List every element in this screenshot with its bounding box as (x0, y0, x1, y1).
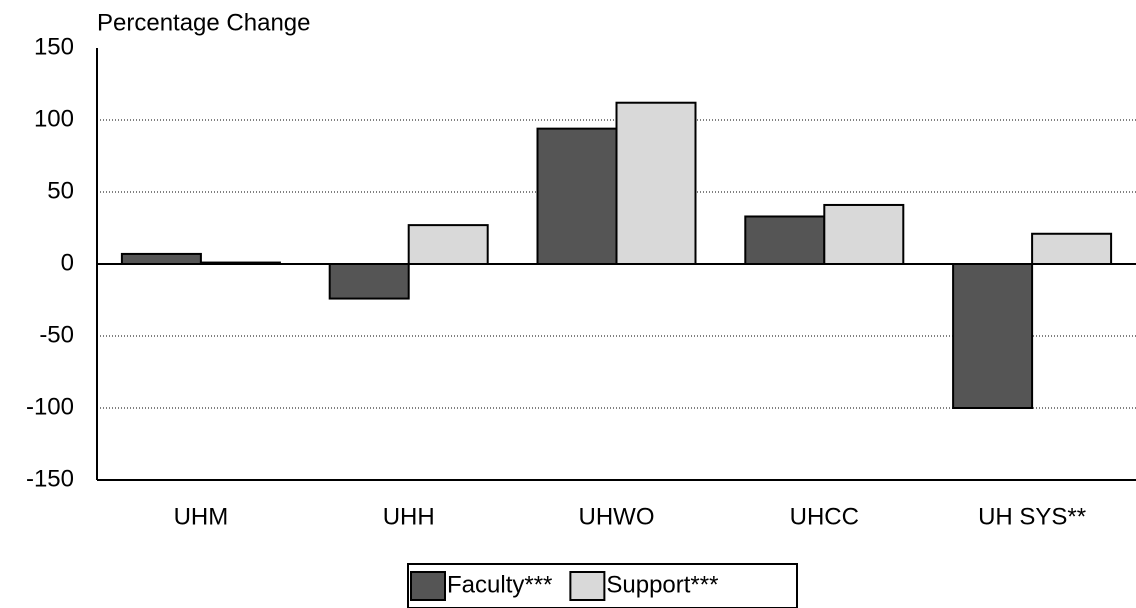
legend-swatch (410, 571, 446, 601)
x-tick-label: UH SYS** (978, 503, 1086, 530)
bar (952, 263, 1034, 409)
x-tick-label: UHH (383, 503, 435, 530)
bar (407, 224, 489, 265)
y-tick-label: 150 (34, 33, 74, 60)
y-tick-label: -100 (26, 393, 74, 420)
bar (328, 263, 410, 300)
legend-label: Faculty*** (447, 571, 552, 598)
bar (120, 252, 202, 265)
legend-swatch (569, 571, 606, 601)
legend-label: Support*** (606, 571, 718, 598)
y-tick-label: 100 (34, 105, 74, 132)
y-tick-label: -150 (26, 465, 74, 492)
bar (744, 215, 826, 265)
bar (615, 101, 697, 265)
bar (536, 127, 618, 265)
x-tick-label: UHCC (790, 503, 859, 530)
x-tick-label: UHWO (579, 503, 655, 530)
y-axis-label: Percentage Change (97, 9, 311, 36)
y-tick-label: 0 (61, 249, 74, 276)
x-tick-label: UHM (174, 503, 229, 530)
bar (1031, 232, 1113, 265)
y-tick-label: 50 (47, 177, 74, 204)
y-tick-label: -50 (39, 321, 74, 348)
bar (823, 203, 905, 266)
